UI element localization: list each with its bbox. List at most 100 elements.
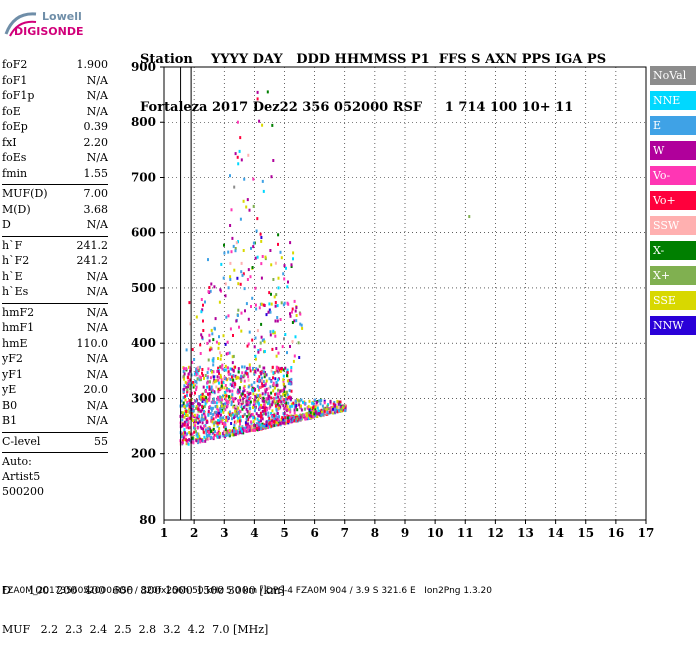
echo-point	[247, 153, 250, 157]
echo-point	[274, 261, 277, 265]
echo-point	[260, 239, 263, 243]
echo-point	[233, 416, 235, 420]
echo-point	[196, 432, 199, 436]
echo-point	[239, 217, 242, 221]
echo-point	[317, 409, 320, 413]
echo-point	[189, 387, 192, 391]
echo-point	[195, 369, 198, 373]
echo-point	[246, 410, 249, 413]
echo-point	[274, 301, 277, 304]
echo-point	[202, 329, 205, 332]
echo-point	[219, 395, 222, 399]
echo-point	[266, 90, 269, 94]
param-row-fof2: foF2 1.900	[2, 58, 108, 74]
echo-point	[302, 400, 304, 404]
echo-point	[210, 406, 212, 410]
echo-point	[276, 369, 279, 373]
echo-point	[316, 406, 319, 410]
echo-point	[276, 367, 279, 371]
echo-point	[241, 365, 244, 369]
echo-point	[183, 415, 186, 419]
echo-point	[200, 395, 203, 399]
echo-point	[188, 403, 191, 407]
echo-point	[274, 414, 277, 418]
echo-point	[197, 416, 200, 420]
echo-point	[204, 416, 207, 420]
echo-point	[248, 409, 251, 413]
echo-point	[232, 405, 235, 409]
echo-point	[214, 405, 217, 409]
echo-point	[262, 380, 265, 384]
legend-ssw: SSW	[650, 216, 696, 235]
param-row-fxi: fxI 2.20	[2, 136, 108, 152]
echo-point	[267, 394, 270, 398]
echo-point	[233, 268, 236, 272]
echo-point	[339, 400, 342, 404]
echo-point	[265, 313, 268, 317]
param-key: B1	[2, 414, 18, 427]
echo-point	[255, 367, 258, 371]
echo-point	[260, 236, 263, 239]
echo-point	[205, 390, 207, 393]
echo-point	[187, 365, 190, 369]
echo-point	[185, 348, 188, 352]
echo-point	[246, 425, 249, 429]
echo-point	[337, 402, 340, 406]
echo-point	[201, 421, 204, 425]
param-key: h`F2	[2, 254, 30, 267]
echo-point	[240, 404, 243, 408]
param-value: 20.0	[83, 383, 109, 396]
echo-point	[287, 382, 290, 386]
echo-point	[251, 412, 254, 416]
echo-point	[241, 371, 244, 375]
echo-point	[245, 417, 248, 421]
echo-point	[306, 414, 309, 418]
echo-point	[258, 386, 261, 389]
legend-nnw: NNW	[650, 316, 696, 335]
echo-point	[222, 416, 225, 420]
echo-point	[292, 359, 295, 363]
echo-point	[208, 392, 211, 396]
echo-point	[228, 397, 231, 400]
echo-point	[315, 412, 317, 416]
echo-point	[208, 380, 211, 384]
echo-point	[215, 340, 218, 344]
echo-point	[207, 358, 210, 362]
echo-point	[267, 418, 270, 422]
echo-point	[283, 387, 286, 391]
y-tick-label: 400	[131, 336, 156, 350]
echo-point	[193, 430, 196, 434]
echo-point	[263, 406, 266, 410]
echo-point	[312, 402, 315, 406]
echo-point	[224, 428, 227, 431]
echo-point	[222, 276, 225, 280]
y-tick-label: 700	[131, 170, 156, 184]
echo-point	[195, 381, 198, 385]
y-tick-label: 300	[131, 391, 156, 405]
echo-point	[211, 406, 214, 410]
echo-point	[192, 405, 195, 408]
echo-point	[204, 424, 207, 427]
echo-point	[233, 428, 235, 432]
echo-point	[288, 408, 291, 412]
echo-point	[226, 429, 229, 433]
echo-point	[249, 391, 252, 395]
echo-point	[209, 427, 212, 431]
echo-point	[283, 277, 286, 281]
echo-point	[217, 411, 220, 415]
echo-point	[236, 419, 239, 423]
echo-point	[239, 415, 242, 419]
echo-point	[210, 370, 213, 374]
echo-point	[198, 395, 201, 399]
echo-point	[280, 402, 283, 406]
echo-point	[227, 370, 230, 374]
echo-point	[198, 397, 201, 400]
echo-point	[186, 389, 189, 393]
echo-point	[214, 317, 217, 321]
echo-point	[231, 433, 234, 437]
echo-point	[270, 421, 273, 425]
echo-point	[196, 426, 199, 430]
echo-point	[218, 435, 221, 439]
echo-point	[256, 379, 259, 383]
echo-point	[277, 423, 280, 427]
